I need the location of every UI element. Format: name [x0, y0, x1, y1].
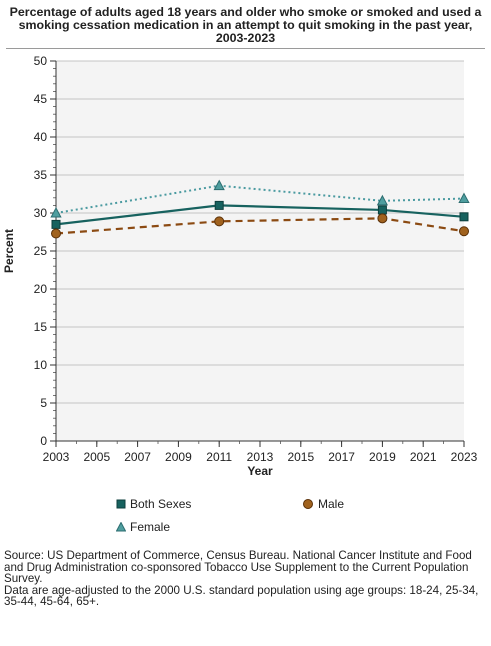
y-tick-label: 35	[34, 168, 48, 182]
data-point-female	[213, 179, 225, 191]
series-line-0	[55, 204, 465, 226]
legend-label-male: Male	[318, 497, 345, 511]
x-axis-title: Year	[247, 464, 273, 478]
x-tick-label: 2011	[206, 450, 232, 464]
x-tick-label: 2009	[165, 450, 192, 464]
data-point-male	[51, 228, 61, 239]
legend-item-male[interactable]: Male	[302, 497, 344, 511]
data-point-both-sexes	[377, 205, 387, 215]
legend-item-female[interactable]: Female	[116, 520, 170, 534]
circle-marker-icon	[303, 499, 313, 509]
data-point-male	[214, 216, 225, 227]
source-text: Source: US Department of Commerce, Censu…	[4, 549, 472, 586]
x-tick-label: 2015	[287, 450, 314, 464]
triangle-marker-icon	[116, 522, 126, 532]
data-point-female	[458, 192, 470, 204]
legend-item-both-sexes[interactable]: Both Sexes	[116, 497, 191, 511]
chart-title: Percentage of adults aged 18 years and o…	[9, 5, 482, 45]
y-tick-label: 15	[34, 320, 48, 334]
data-point-female	[376, 194, 389, 206]
title-divider	[6, 48, 485, 49]
x-tick-label: 2019	[369, 450, 396, 464]
data-point-male	[377, 213, 388, 224]
data-point-female	[50, 206, 62, 218]
y-axis-title: Percent	[2, 229, 16, 273]
age-adjustment-note: Data are age-adjusted to the 2000 U.S. s…	[4, 583, 479, 609]
x-tick-label: 2005	[83, 450, 110, 464]
data-point-both-sexes	[51, 219, 61, 229]
y-tick-label: 45	[34, 92, 48, 106]
legend-label-both-sexes: Both Sexes	[130, 497, 192, 511]
y-tick-label: 50	[34, 54, 48, 68]
series-line-2	[55, 184, 465, 214]
y-tick-label: 10	[34, 358, 48, 372]
data-point-both-sexes	[214, 200, 224, 210]
source-note: Source: US Department of Commerce, Censu…	[4, 550, 485, 608]
x-tick-label: 2007	[124, 450, 151, 464]
y-tick-label: 25	[34, 244, 48, 258]
y-tick-label: 5	[40, 396, 47, 410]
y-tick-label: 20	[34, 282, 48, 296]
line-chart: 0 5 10 15 20 25 30 35 40 45 50 2003 2005 2007 2009 2011…	[2, 54, 478, 478]
y-tick-label: 30	[34, 206, 48, 220]
legend-label-female: Female	[130, 520, 171, 534]
x-tick-label: 2013	[247, 450, 274, 464]
x-tick-label: 2003	[43, 450, 70, 464]
data-point-both-sexes	[459, 212, 469, 222]
y-tick-label: 0	[40, 434, 47, 448]
data-point-male	[459, 226, 469, 237]
x-tick-label: 2023	[451, 450, 478, 464]
x-tick-label: 2021	[410, 450, 437, 464]
square-marker-icon	[116, 499, 126, 509]
series-line-1	[55, 217, 465, 235]
x-tick-label: 2017	[328, 450, 355, 464]
y-tick-label: 40	[34, 130, 48, 144]
